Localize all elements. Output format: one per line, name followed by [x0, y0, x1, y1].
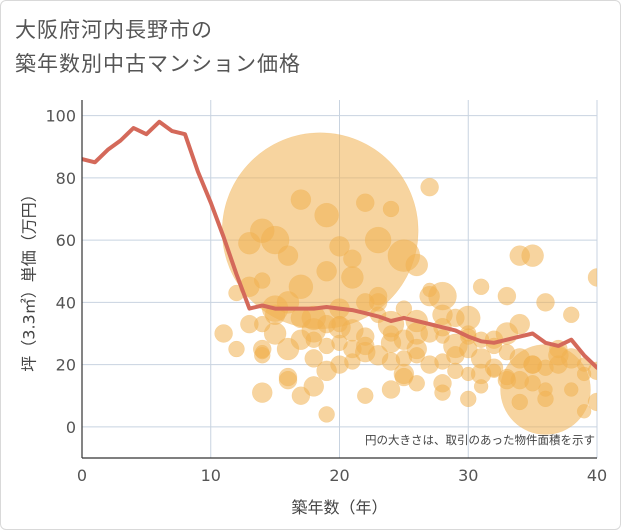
- bubble-point: [487, 364, 501, 378]
- bubble-point: [330, 236, 350, 256]
- bubble-point: [315, 203, 339, 227]
- bubble-point: [365, 227, 391, 253]
- bubble-point: [292, 387, 310, 405]
- y-tick-label: 20: [56, 356, 76, 375]
- bubble-point: [421, 178, 439, 196]
- bubble-point: [229, 341, 245, 357]
- bubble-point: [588, 393, 606, 411]
- bubble-point: [319, 406, 335, 422]
- bubble-point: [564, 383, 578, 397]
- bubble-point: [289, 275, 313, 299]
- bubble-point: [291, 190, 311, 210]
- bubble-point: [588, 362, 606, 380]
- y-tick-label: 0: [66, 418, 76, 437]
- bubble-point: [357, 388, 373, 404]
- bubble-point: [524, 356, 542, 374]
- bubble-point: [537, 293, 555, 311]
- bubble-point: [317, 261, 337, 281]
- y-tick-label: 80: [56, 169, 76, 188]
- x-tick-label: 40: [587, 466, 607, 485]
- bubble-point: [356, 194, 374, 212]
- bubble-point: [499, 369, 515, 385]
- bubble-point: [252, 383, 272, 403]
- bubble-point: [473, 279, 489, 295]
- bubble-point: [341, 266, 363, 288]
- bubble-point: [356, 337, 374, 355]
- x-tick-label: 30: [458, 466, 478, 485]
- y-tick-label: 60: [56, 231, 76, 250]
- bubble-point: [446, 346, 464, 364]
- bubble-size-note: 円の大きさは、取引のあった物件面積を示す: [365, 433, 595, 447]
- bubble-point: [522, 245, 544, 267]
- bubble-point: [588, 268, 606, 286]
- bubble-point: [306, 332, 322, 348]
- bubble-point: [240, 315, 258, 333]
- bubble-point: [383, 201, 399, 217]
- bubble-point: [344, 353, 360, 369]
- bubble-point: [394, 364, 414, 384]
- bubble-point: [407, 339, 427, 359]
- bubble-point: [279, 368, 297, 386]
- scatter-chart: 0 20 40 60 80 100 0 10 20 30 40 円の大きさは、取引のあった物件面積を…: [0, 0, 621, 530]
- bubble-point: [436, 330, 450, 344]
- bubble-point: [382, 381, 400, 399]
- bubble-point: [447, 363, 463, 379]
- bubble-point: [278, 246, 298, 266]
- x-tick-label: 10: [201, 466, 221, 485]
- bubble-point: [512, 394, 528, 410]
- bubble-point: [577, 367, 591, 381]
- bubble-point: [421, 356, 439, 374]
- bubble-point: [563, 307, 579, 323]
- bubble-point: [460, 391, 476, 407]
- bubble-point: [406, 254, 428, 276]
- bubble-point: [474, 379, 488, 393]
- bubble-point: [548, 345, 568, 365]
- bubble-point: [498, 287, 516, 305]
- bubble-point: [434, 374, 452, 392]
- bubble-point: [538, 391, 554, 407]
- bubble-point: [329, 316, 351, 338]
- bubble-point: [238, 232, 260, 254]
- bubble-point: [383, 325, 399, 341]
- x-tick-label: 20: [329, 466, 349, 485]
- x-axis-label: 築年数（年）: [291, 498, 387, 517]
- bubble-point: [423, 283, 437, 297]
- y-tick-label: 40: [56, 293, 76, 312]
- bubble-point: [369, 287, 387, 305]
- x-tick-label: 0: [77, 466, 87, 485]
- bubble-point: [291, 308, 311, 328]
- bubble-point: [215, 324, 233, 342]
- bubble-point: [264, 322, 286, 344]
- y-tick-label: 100: [45, 107, 76, 126]
- bubble-point: [255, 345, 269, 359]
- y-axis-label: 坪（3.3㎡）単価（万円）: [20, 186, 39, 371]
